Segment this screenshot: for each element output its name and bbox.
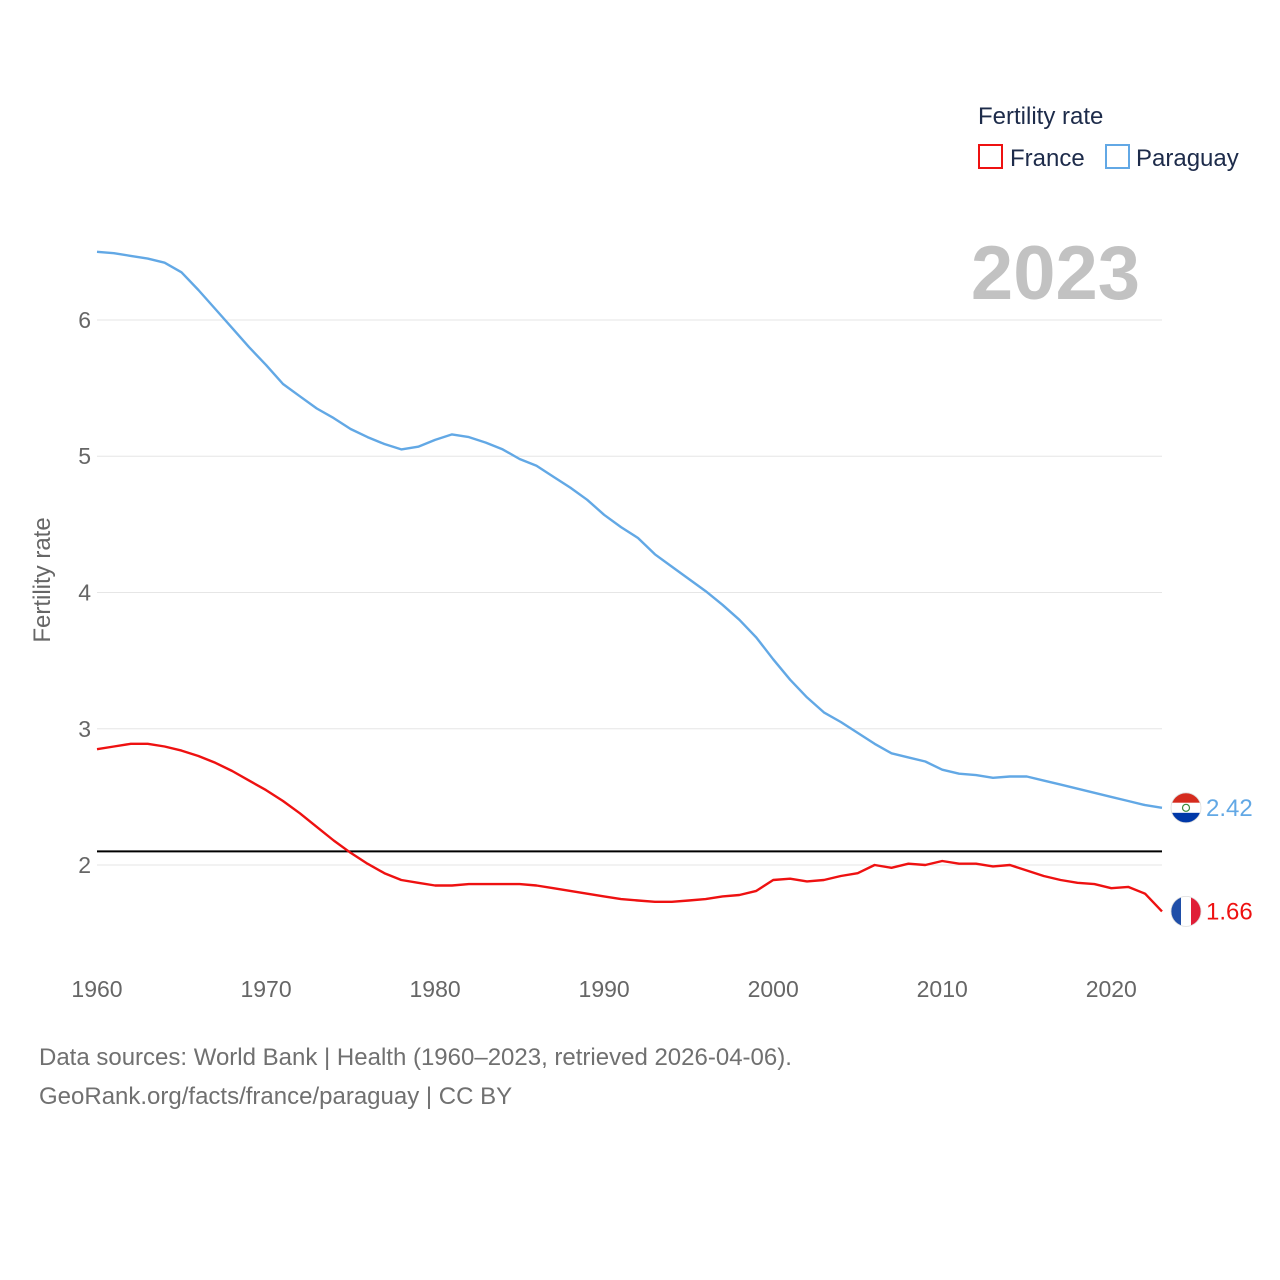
x-tick-label: 1990 xyxy=(579,976,630,1002)
data-sources-note: Data sources: World Bank | Health (1960–… xyxy=(39,1044,792,1071)
y-tick-label: 5 xyxy=(78,443,91,469)
series-layer xyxy=(96,250,1163,913)
end-labels: 1.66 2.42 xyxy=(1170,792,1253,927)
legend: Fertility rate France Paraguay xyxy=(978,103,1239,172)
x-tick-label: 1980 xyxy=(410,976,461,1002)
series-line-paraguay xyxy=(96,250,1163,809)
year-label: 2023 xyxy=(971,231,1140,316)
x-tick-label: 1970 xyxy=(240,976,291,1002)
x-tick-label: 2010 xyxy=(917,976,968,1002)
legend-swatch-paraguay xyxy=(1105,144,1130,169)
france-flag-icon xyxy=(1170,895,1202,927)
attribution-link[interactable]: GeoRank.org/facts/france/paraguay | CC B… xyxy=(39,1083,513,1110)
legend-item-france[interactable]: France xyxy=(978,144,1085,172)
end-value-label-paraguay: 2.42 xyxy=(1206,795,1253,822)
legend-label-paraguay: Paraguay xyxy=(1136,145,1239,172)
end-value-label-france: 1.66 xyxy=(1206,898,1253,925)
y-tick-label: 6 xyxy=(78,307,91,333)
grid xyxy=(97,319,1162,866)
axis-ticks: 2 3 4 5 6 1960 1970 1980 1990 2000 2010 2020 xyxy=(71,307,1136,1002)
legend-label-france: France xyxy=(1010,145,1085,172)
y-tick-label: 3 xyxy=(78,716,91,742)
legend-title: Fertility rate xyxy=(978,103,1103,130)
legend-swatch-france xyxy=(978,144,1003,169)
x-tick-label: 2020 xyxy=(1086,976,1137,1002)
x-tick-label: 1960 xyxy=(71,976,122,1002)
x-tick-label: 2000 xyxy=(748,976,799,1002)
y-tick-label: 4 xyxy=(78,580,91,606)
paraguay-flag-icon xyxy=(1170,792,1202,824)
y-axis-title: Fertility rate xyxy=(29,517,56,642)
series-line-france xyxy=(96,742,1163,913)
legend-item-paraguay[interactable]: Paraguay xyxy=(1105,144,1239,172)
y-tick-label: 2 xyxy=(78,852,91,878)
